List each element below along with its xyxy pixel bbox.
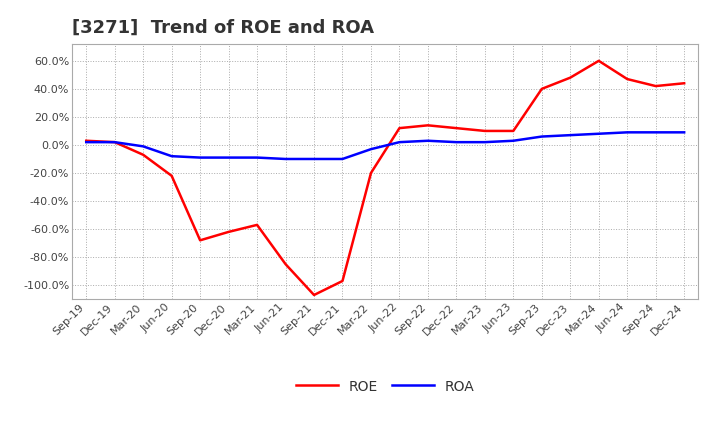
ROE — [537, 86, 546, 92]
ROE — [595, 58, 603, 63]
ROE — [366, 170, 375, 176]
ROA — [110, 139, 119, 145]
ROA — [338, 156, 347, 161]
ROE — [282, 261, 290, 267]
ROA — [595, 131, 603, 136]
ROA — [537, 134, 546, 139]
ROA — [366, 147, 375, 152]
Legend: ROE, ROA: ROE, ROA — [290, 374, 480, 400]
ROE — [310, 292, 318, 297]
ROE — [395, 125, 404, 131]
Line: ROE: ROE — [86, 61, 684, 295]
ROE — [423, 123, 432, 128]
ROE — [110, 139, 119, 145]
ROE — [338, 279, 347, 284]
ROE — [253, 222, 261, 227]
ROA — [566, 132, 575, 138]
ROE — [225, 229, 233, 235]
ROA — [623, 130, 631, 135]
ROE — [167, 173, 176, 179]
ROA — [310, 156, 318, 161]
ROA — [652, 130, 660, 135]
ROE — [652, 84, 660, 89]
ROA — [395, 139, 404, 145]
ROE — [480, 128, 489, 134]
ROA — [139, 144, 148, 149]
ROA — [225, 155, 233, 160]
ROA — [167, 154, 176, 159]
ROA — [452, 139, 461, 145]
ROE — [623, 77, 631, 82]
ROE — [139, 152, 148, 158]
ROA — [282, 156, 290, 161]
ROE — [509, 128, 518, 134]
ROA — [480, 139, 489, 145]
ROE — [566, 75, 575, 80]
ROA — [423, 138, 432, 143]
ROE — [82, 138, 91, 143]
ROA — [680, 130, 688, 135]
ROE — [196, 238, 204, 243]
ROA — [196, 155, 204, 160]
ROA — [82, 139, 91, 145]
ROE — [680, 81, 688, 86]
Line: ROA: ROA — [86, 132, 684, 159]
ROA — [253, 155, 261, 160]
Text: [3271]  Trend of ROE and ROA: [3271] Trend of ROE and ROA — [72, 19, 374, 37]
ROA — [509, 138, 518, 143]
ROE — [452, 125, 461, 131]
